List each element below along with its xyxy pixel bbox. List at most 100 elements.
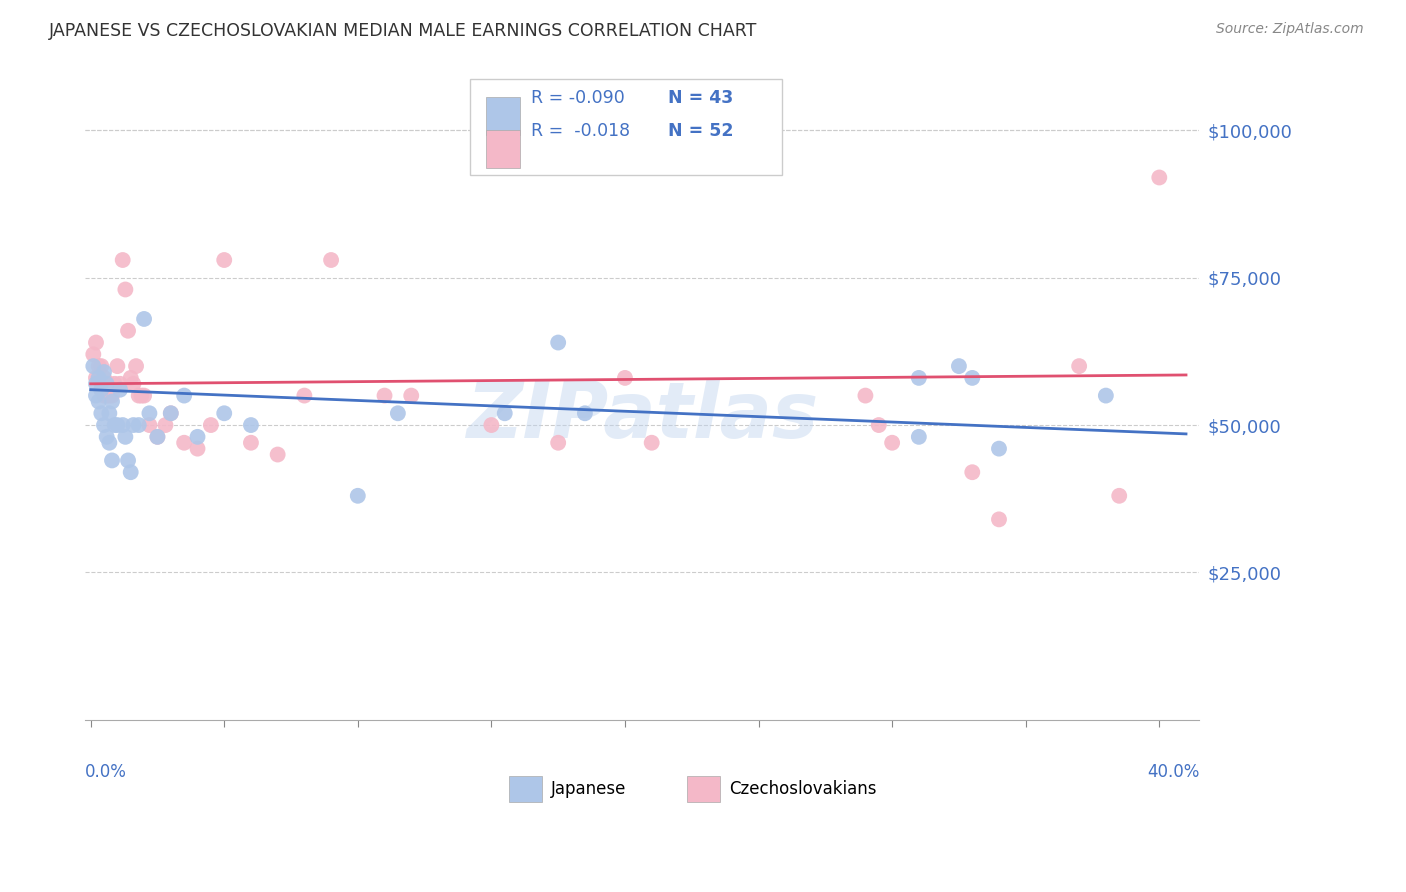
Text: R =  -0.018: R = -0.018 [531,122,630,140]
Point [84,371,107,385]
FancyBboxPatch shape [470,79,782,175]
Point [90,406,112,420]
Point [96,376,118,391]
Point [90,383,112,397]
Point [122,418,145,433]
Point [84,376,107,391]
Point [108,383,131,397]
Point [200,418,222,433]
Point [962,465,984,479]
Point [155,418,177,433]
Point [173,435,195,450]
Text: Japanese: Japanese [551,780,626,798]
Point [212,406,235,420]
Point [114,283,136,297]
Point [117,453,139,467]
Point [186,442,208,456]
Point [547,435,569,450]
Point [159,406,181,420]
Point [138,406,160,420]
Point [239,435,262,450]
Point [146,430,169,444]
Point [988,442,1011,456]
Point [125,359,148,373]
Point [387,406,409,420]
Point [574,406,596,420]
Point [988,512,1011,526]
Text: 40.0%: 40.0% [1147,763,1199,780]
FancyBboxPatch shape [486,129,520,168]
Point [90,383,112,397]
Text: ZIPatlas: ZIPatlas [467,378,818,454]
Point [128,418,150,433]
Point [1149,170,1171,185]
Point [908,371,931,385]
Point [186,430,208,444]
Point [114,430,136,444]
Point [90,359,112,373]
Point [105,418,128,433]
Point [96,376,118,391]
Point [146,430,169,444]
Point [855,388,877,402]
Point [117,324,139,338]
FancyBboxPatch shape [486,96,520,135]
Point [882,435,904,450]
Text: 0.0%: 0.0% [86,763,127,780]
Point [93,371,115,385]
Point [868,418,890,433]
Point [346,489,368,503]
Point [98,406,121,420]
Point [1069,359,1091,373]
Point [399,388,422,402]
Point [1095,388,1118,402]
Point [373,388,395,402]
Point [104,418,127,433]
Text: JAPANESE VS CZECHOSLOVAKIAN MEDIAN MALE EARNINGS CORRELATION CHART: JAPANESE VS CZECHOSLOVAKIAN MEDIAN MALE … [49,22,758,40]
Point [87,359,110,373]
Point [104,376,127,391]
Point [266,448,288,462]
Point [84,335,107,350]
Point [138,418,160,433]
Point [98,376,121,391]
Point [292,388,315,402]
Point [494,406,516,420]
Point [87,371,110,385]
Point [96,388,118,402]
Point [111,418,134,433]
Point [641,435,664,450]
Text: N = 52: N = 52 [668,122,734,140]
Point [98,388,121,402]
Point [120,465,142,479]
Point [159,406,181,420]
Point [479,418,502,433]
Point [93,365,115,379]
Point [1108,489,1130,503]
Point [93,418,115,433]
Point [105,359,128,373]
Point [93,388,115,402]
Point [87,371,110,385]
Point [132,388,155,402]
Point [132,312,155,326]
Point [128,388,150,402]
Text: Source: ZipAtlas.com: Source: ZipAtlas.com [1216,22,1364,37]
Point [111,252,134,267]
Point [122,376,145,391]
Point [212,252,235,267]
Point [120,371,142,385]
Point [96,430,118,444]
Point [101,453,124,467]
Point [131,388,153,402]
Text: R = -0.090: R = -0.090 [531,89,624,107]
Point [962,371,984,385]
Point [614,371,637,385]
Point [239,418,262,433]
Point [101,388,124,402]
Point [908,430,931,444]
Point [319,252,342,267]
Point [82,347,104,361]
Point [173,388,195,402]
Point [87,394,110,409]
